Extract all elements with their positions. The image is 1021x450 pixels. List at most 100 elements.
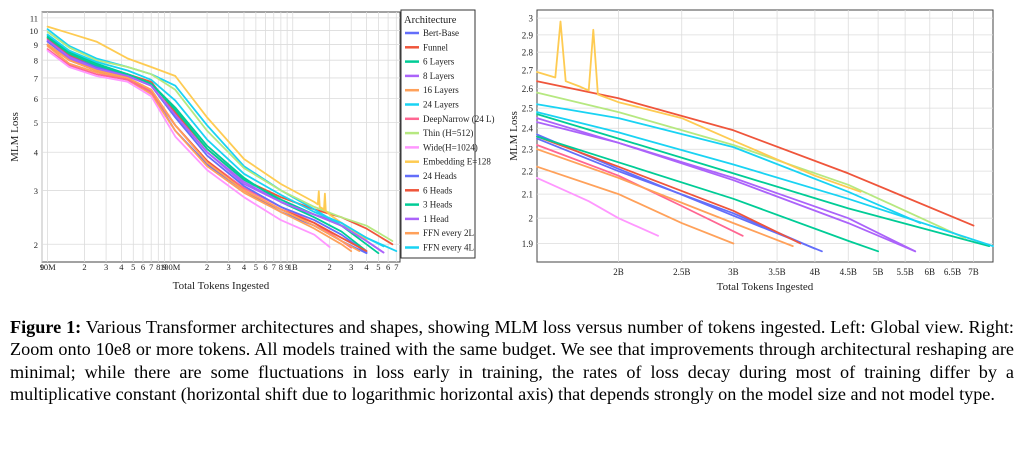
plot-area (41, 11, 401, 263)
y-tick-label: 2.8 (522, 48, 534, 58)
legend-entry-1-head: 1 Head (423, 214, 449, 224)
y-axis-label: MLM Loss (9, 112, 21, 162)
x-tick-label: 2 (82, 262, 86, 272)
x-tick-label: 5.5B (896, 267, 913, 277)
x-tick-label: 3B (728, 267, 739, 277)
series-line-ffn-every-4l (536, 111, 994, 248)
legend-entry-24-heads: 24 Heads (423, 171, 457, 181)
x-tick-label: 6.5B (944, 267, 961, 277)
x-tick-label: 5 (254, 262, 258, 272)
series-line-thin-h-512 (46, 30, 394, 242)
caption-label: Figure 1: (10, 317, 82, 337)
y-tick-label: 2.2 (522, 167, 533, 177)
y-tick-label: 11 (30, 13, 38, 23)
series-line-thin-h-512 (536, 91, 967, 240)
legend-entry-3-heads: 3 Heads (423, 200, 453, 210)
legend-entry-8-layers: 8 Layers (423, 71, 455, 81)
series-line-24-layers (536, 103, 922, 225)
x-tick-label: 9 (285, 262, 289, 272)
x-tick-label: 7 (394, 262, 398, 272)
series-line-ffn-every-2l (46, 43, 361, 253)
x-tick-label: 3.5B (768, 267, 785, 277)
gridlines (537, 10, 993, 262)
x-tick-label: 6 (141, 262, 145, 272)
y-tick-label: 9 (34, 40, 38, 50)
legend-title: Architecture (404, 15, 457, 26)
x-tick-label: 4 (119, 262, 124, 272)
x-tick-label: 100M (160, 262, 181, 272)
y-tick-label: 2.3 (522, 145, 534, 155)
x-tick-label: 2B (613, 267, 624, 277)
y-tick-label: 4 (34, 148, 39, 158)
y-tick-label: 2.6 (522, 84, 534, 94)
y-tick-label: 7 (34, 73, 38, 83)
legend-entry-ffn-every-4l: FFN every 4L (423, 243, 474, 253)
x-tick-label: 7 (272, 262, 276, 272)
x-tick-label: 5 (131, 262, 135, 272)
y-tick-label: 2 (34, 240, 38, 250)
series-line-3-heads (536, 135, 880, 253)
legend-entry-6-layers: 6 Layers (423, 57, 455, 67)
gridlines (41, 12, 400, 262)
x-tick-label: 4 (364, 262, 369, 272)
legend-entry-thin-h-512: Thin (H=512) (423, 128, 473, 138)
x-tick-label: 5 (376, 262, 380, 272)
x-tick-label: 9 (40, 262, 44, 272)
series-line-16-layers (46, 45, 353, 253)
series-line-embedding-e-128 (536, 20, 862, 193)
figure-caption: Figure 1: Various Transformer architectu… (10, 316, 1014, 406)
series-line-funnel (536, 80, 975, 227)
series-line-1-head (46, 39, 385, 254)
y-tick-label: 2.4 (522, 124, 534, 134)
series-lines (536, 20, 994, 253)
x-tick-label: 5B (873, 267, 884, 277)
series-line-wide-h-1024 (46, 49, 331, 248)
x-tick-label: 10M (40, 262, 57, 272)
x-axis-label: Total Tokens Ingested (173, 280, 270, 292)
y-tick-label: 8 (34, 56, 38, 66)
series-line-6-layers (536, 113, 991, 248)
y-tick-label: 1.9 (522, 239, 534, 249)
series-line-16-layers (536, 165, 735, 245)
x-tick-label: 2 (328, 262, 332, 272)
legend-entry-16-layers: 16 Layers (423, 85, 459, 95)
x-tick-label: 1B (288, 262, 298, 272)
x-tick-label: 3 (104, 262, 108, 272)
x-tick-label: 9 (162, 262, 166, 272)
series-line-24-heads (46, 40, 368, 254)
legend-entry-embedding-e-128: Embedding E=128 (423, 157, 491, 167)
x-tick-label: 3 (349, 262, 353, 272)
x-tick-label: 4.5B (840, 267, 857, 277)
x-tick-label: 7 (149, 262, 153, 272)
x-tick-label: 3 (227, 262, 231, 272)
x-tick-label: 6 (263, 262, 267, 272)
x-tick-label: 2 (205, 262, 209, 272)
x-axis-label: Total Tokens Ingested (717, 281, 814, 293)
caption-text: Various Transformer architectures and sh… (10, 317, 1014, 405)
y-tick-label: 2.9 (522, 30, 534, 40)
x-tick-label: 8 (279, 262, 283, 272)
series-line-wide-h-1024 (536, 176, 660, 237)
legend-entry-wide-h-1024: Wide(H=1024) (423, 142, 478, 152)
series-line-ffn-every-4l (46, 33, 398, 253)
y-axis-label: MLM Loss (508, 111, 520, 161)
legend-entry-funnel: Funnel (423, 42, 449, 52)
y-tick-label: 2.5 (522, 104, 534, 114)
x-tick-label: 2.5B (673, 267, 690, 277)
x-tick-label: 6 (386, 262, 390, 272)
x-tick-label: 4 (242, 262, 247, 272)
series-line-1-head (536, 121, 917, 253)
legend: Architecture Bert-Base Funnel 6 Layers 8 Lay… (400, 9, 494, 259)
series-line-embedding-e-128 (46, 25, 368, 241)
right-chart: 2B 2.5B 3B 3.5B 4B 4.5B 5B 5.5B 6B 6.5B 7B 1.9 2 2.1 2… (508, 9, 994, 293)
y-tick-label: 5 (34, 118, 38, 128)
series-line-6-layers (46, 35, 368, 253)
y-tick-label: 2.7 (522, 66, 534, 76)
series-line-6-heads (536, 135, 802, 245)
x-tick-label: 7B (968, 267, 979, 277)
y-tick-label: 3 (529, 14, 534, 24)
legend-entry-bert-base: Bert-Base (423, 28, 459, 38)
x-tick-label: 6B (925, 267, 936, 277)
legend-entry-6-heads: 6 Heads (423, 185, 453, 195)
